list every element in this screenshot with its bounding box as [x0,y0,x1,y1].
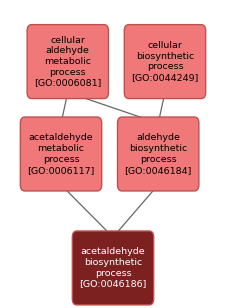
FancyBboxPatch shape [20,117,101,191]
FancyBboxPatch shape [117,117,198,191]
Text: acetaldehyde
metabolic
process
[GO:0006117]: acetaldehyde metabolic process [GO:00061… [27,133,94,175]
Text: aldehyde
biosynthetic
process
[GO:0046184]: aldehyde biosynthetic process [GO:004618… [124,133,191,175]
Text: cellular
biosynthetic
process
[GO:0044249]: cellular biosynthetic process [GO:004424… [131,41,198,82]
FancyBboxPatch shape [27,25,108,99]
Text: cellular
aldehyde
metabolic
process
[GO:0006081]: cellular aldehyde metabolic process [GO:… [34,36,101,87]
FancyBboxPatch shape [124,25,205,99]
Text: acetaldehyde
biosynthetic
process
[GO:0046186]: acetaldehyde biosynthetic process [GO:00… [79,247,146,289]
FancyBboxPatch shape [72,231,153,305]
